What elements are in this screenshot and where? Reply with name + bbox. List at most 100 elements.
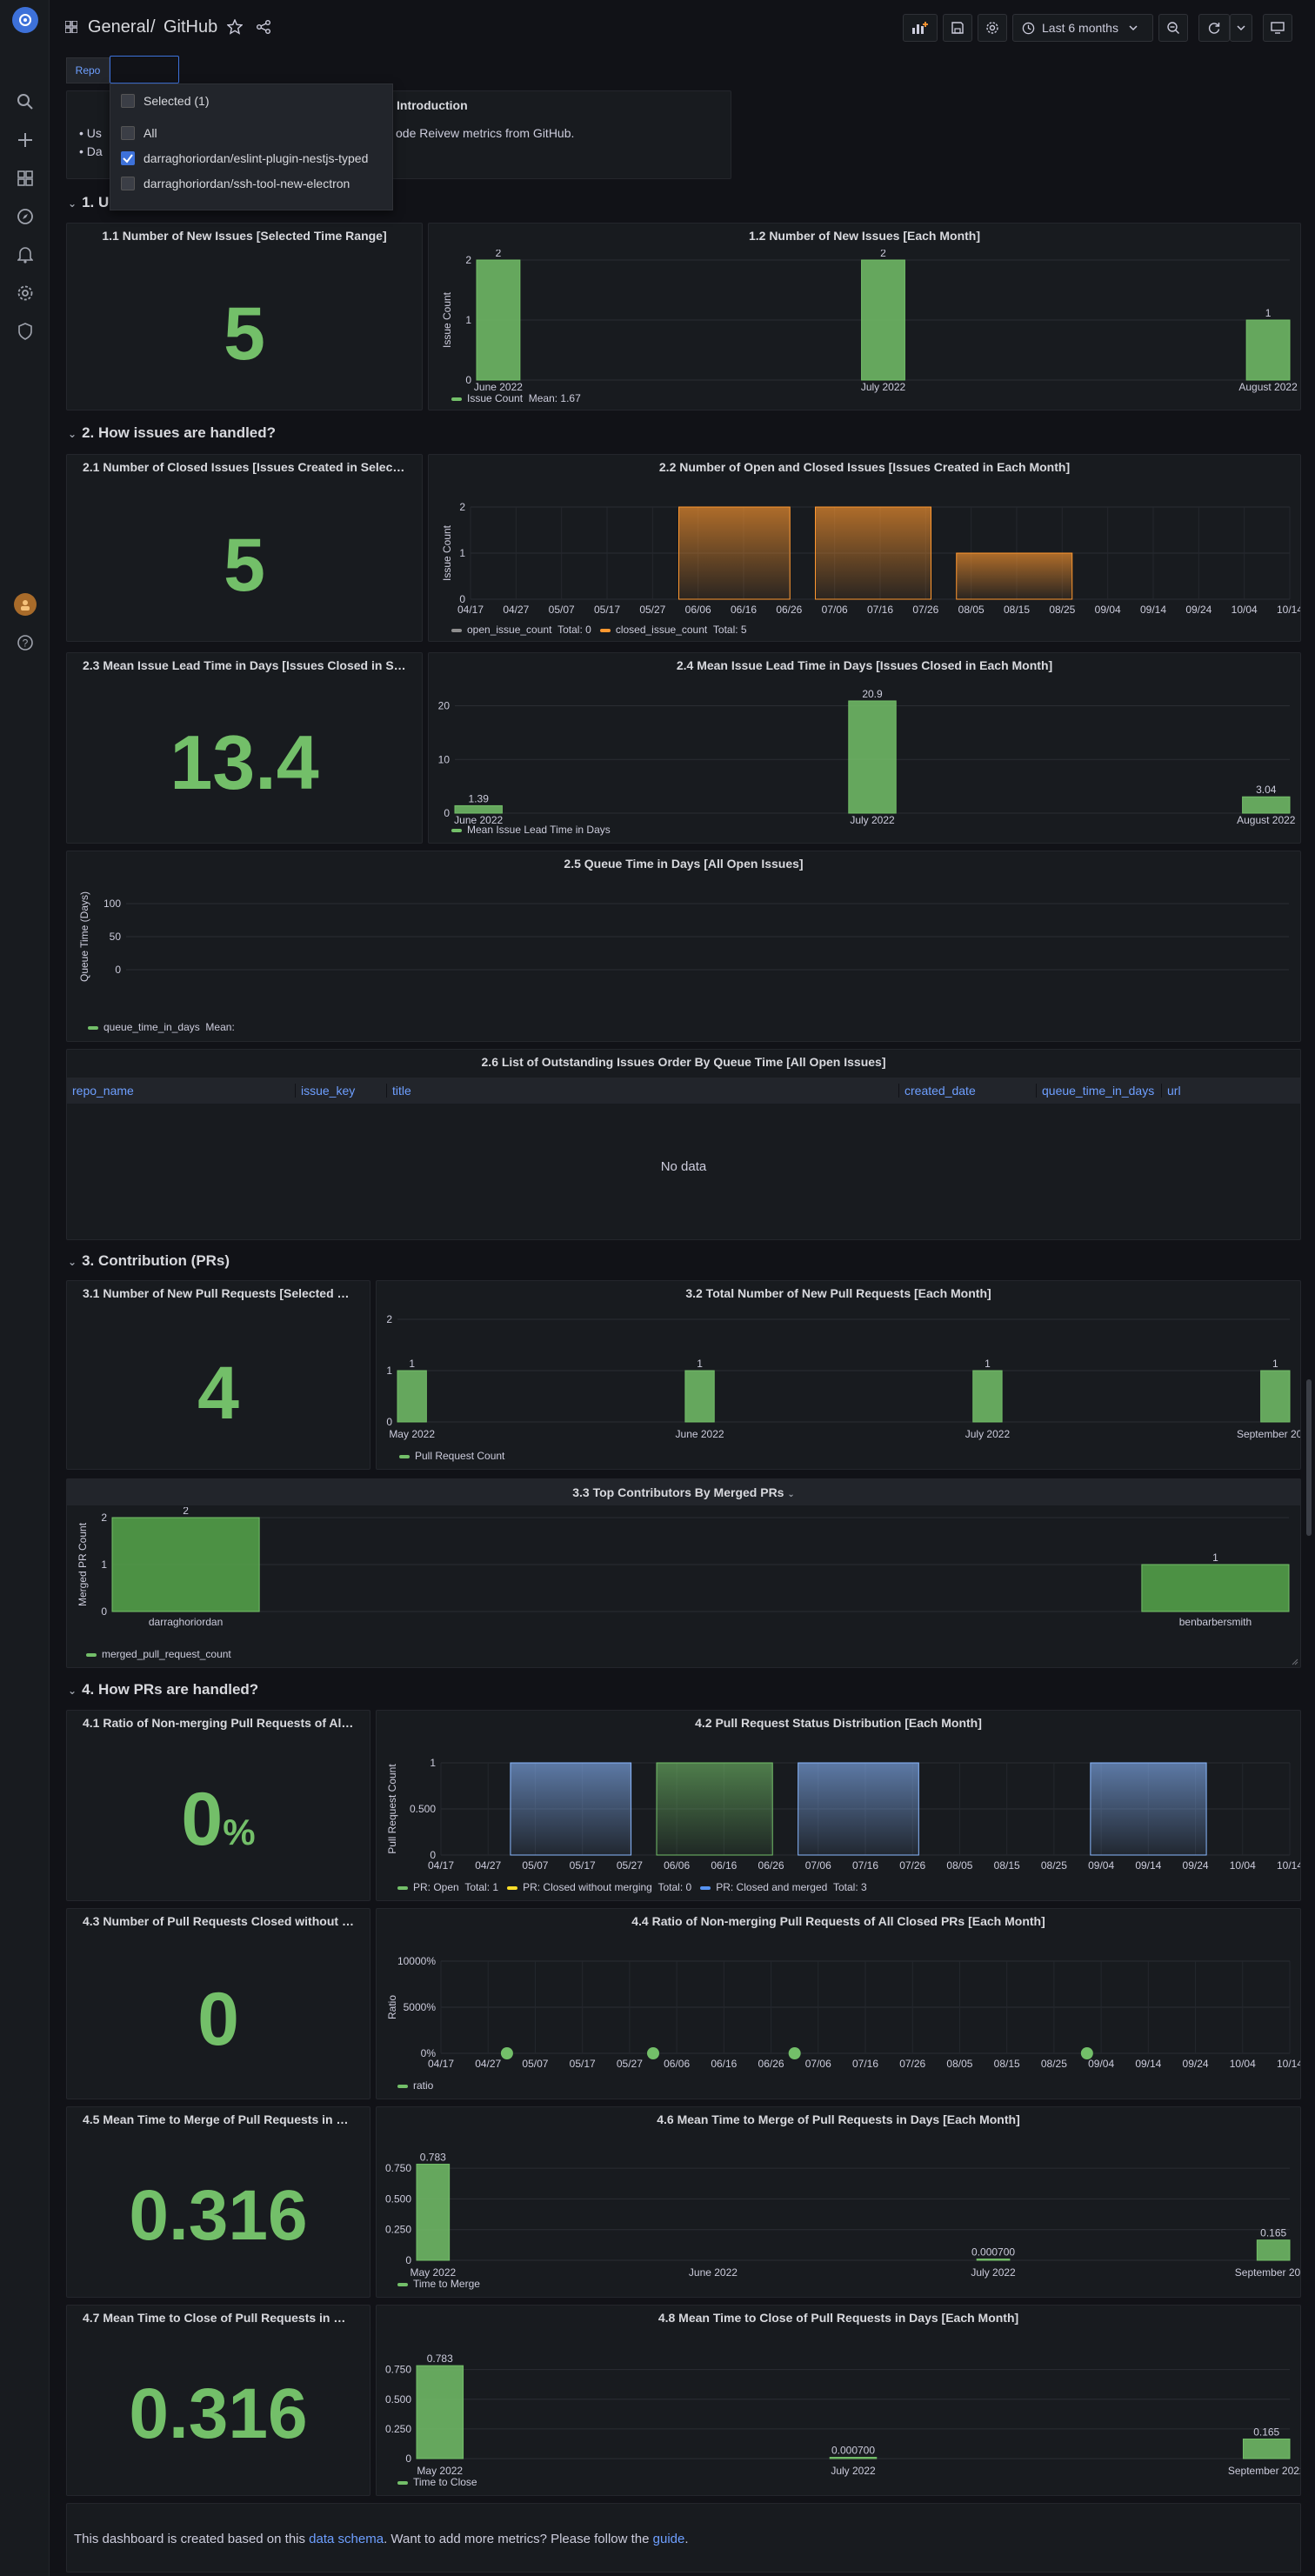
refresh-button[interactable]: [1198, 14, 1230, 42]
column-header[interactable]: title: [386, 1084, 411, 1098]
scrollbar[interactable]: [1306, 1379, 1312, 1536]
y-tick-label: 0: [405, 2254, 411, 2266]
chart-panel-4-2[interactable]: 4.2 Pull Request Status Distribution [Ea…: [376, 1710, 1301, 1901]
dashboards-icon[interactable]: [14, 167, 37, 190]
bar-value-label: 1: [409, 1358, 415, 1370]
star-icon[interactable]: [226, 18, 244, 39]
dropdown-option-all[interactable]: All: [110, 120, 392, 145]
row-header-3[interactable]: ⌄ 3. Contribution (PRs): [68, 1252, 230, 1269]
help-icon[interactable]: ?: [14, 631, 37, 654]
tv-mode-button[interactable]: [1263, 14, 1292, 42]
zoom-out-button[interactable]: [1158, 14, 1188, 42]
save-button[interactable]: [943, 14, 972, 42]
legend-item[interactable]: ratio: [397, 2079, 433, 2092]
page-title[interactable]: GitHub: [164, 17, 218, 37]
dropdown-selected-count[interactable]: Selected (1): [110, 88, 392, 113]
chart-panel-4-8[interactable]: 4.8 Mean Time to Close of Pull Requests …: [376, 2305, 1301, 2496]
intro-line2-start: • Da: [79, 144, 103, 158]
legend-item[interactable]: Pull Request Count: [399, 1450, 504, 1462]
chart-panel-3-3[interactable]: 3.3 Top Contributors By Merged PRs ⌄ 0 1 2…: [66, 1478, 1301, 1668]
resize-handle-icon[interactable]: [1290, 1657, 1298, 1665]
bar-value-label: 2: [496, 250, 502, 259]
chart-4-4: 0% 5000% 10000% Ratio 04/17 04/27 05/07 05/17 05…: [386, 1955, 1300, 2070]
chart-panel-3-2[interactable]: 3.2 Total Number of New Pull Requests [E…: [376, 1280, 1301, 1470]
x-tick-label: 09/14: [1135, 1859, 1161, 1872]
stat-panel-4-3[interactable]: 4.3 Number of Pull Requests Closed witho…: [66, 1908, 370, 2099]
stat-value: 5: [224, 524, 265, 607]
x-tick-label: July 2022: [850, 814, 895, 826]
bell-icon[interactable]: [14, 244, 37, 266]
explore-icon[interactable]: [14, 205, 37, 228]
dropdown-option-ssh-tool-new-electron[interactable]: darraghoriordan/ssh-tool-new-electron: [110, 170, 392, 196]
data-point: [500, 2047, 513, 2059]
refresh-interval-dropdown[interactable]: [1230, 14, 1252, 42]
legend-item[interactable]: Time to Merge: [397, 2278, 480, 2290]
x-tick-label: 08/15: [994, 1859, 1020, 1872]
legend-items[interactable]: PR: Open Total: 1 PR: Closed without mer…: [397, 1881, 867, 1893]
bar-value-label: 1: [1265, 307, 1272, 319]
bar: [861, 259, 905, 381]
dashboards-grid-icon[interactable]: [64, 20, 78, 34]
column-header[interactable]: queue_time_in_days: [1036, 1084, 1154, 1098]
share-icon[interactable]: [256, 19, 271, 39]
table-panel-2-6[interactable]: 2.6 List of Outstanding Issues Order By …: [66, 1049, 1301, 1240]
stat-panel-4-1[interactable]: 4.1 Ratio of Non-merging Pull Requests o…: [66, 1710, 370, 1901]
stat-panel-2-3[interactable]: 2.3 Mean Issue Lead Time in Days [Issues…: [66, 652, 423, 844]
panel-title: 3.2 Total Number of New Pull Requests [E…: [685, 1286, 991, 1300]
y-tick-label: 0%: [421, 2047, 437, 2059]
row-header-4[interactable]: ⌄ 4. How PRs are handled?: [68, 1681, 259, 1698]
data-schema-link[interactable]: data schema: [309, 2532, 384, 2546]
settings-button[interactable]: [978, 14, 1007, 42]
search-icon[interactable]: [14, 90, 37, 113]
bar: [416, 2163, 451, 2261]
stat-panel-2-1[interactable]: 2.1 Number of Closed Issues [Issues Crea…: [66, 454, 423, 642]
grafana-logo-icon[interactable]: [12, 7, 38, 33]
column-header[interactable]: url: [1161, 1084, 1181, 1098]
stat-panel-4-7[interactable]: 4.7 Mean Time to Close of Pull Requests …: [66, 2305, 370, 2496]
column-header[interactable]: issue_key: [295, 1084, 355, 1098]
legend-items[interactable]: open_issue_count Total: 0 closed_issue_c…: [451, 624, 747, 636]
x-tick-label: August 2022: [1237, 814, 1296, 826]
plus-icon[interactable]: [14, 129, 37, 151]
stat-panel-4-5[interactable]: 4.5 Mean Time to Merge of Pull Requests …: [66, 2106, 370, 2298]
legend-item[interactable]: Mean Issue Lead Time in Days: [451, 824, 611, 836]
shield-icon[interactable]: [14, 320, 37, 343]
time-picker-button[interactable]: Last 6 months: [1012, 14, 1153, 42]
stat-panel-3-1[interactable]: 3.1 Number of New Pull Requests [Selecte…: [66, 1280, 370, 1470]
chart-panel-2-2[interactable]: 2.2 Number of Open and Closed Issues [Is…: [428, 454, 1301, 642]
y-tick-label: 10000%: [397, 1955, 436, 1967]
legend-item[interactable]: Issue Count Mean: 1.67: [451, 392, 581, 404]
bar-value-label: 0.000700: [831, 2445, 875, 2457]
x-tick-label: 06/26: [758, 1859, 784, 1872]
chart-panel-4-4[interactable]: 4.4 Ratio of Non-merging Pull Requests o…: [376, 1908, 1301, 2099]
bar-pr-status: [510, 1762, 632, 1856]
column-header[interactable]: created_date: [898, 1084, 976, 1098]
legend-item[interactable]: Time to Close: [397, 2476, 477, 2488]
breadcrumb-folder[interactable]: General: [88, 17, 150, 37]
column-header[interactable]: repo_name: [72, 1084, 134, 1098]
chart-panel-2-5[interactable]: 2.5 Queue Time in Days [All Open Issues]…: [66, 851, 1301, 1042]
x-tick-label: June 2022: [689, 2266, 738, 2279]
bar: [111, 1517, 260, 1612]
row-header-1[interactable]: ⌄ 1. Us: [68, 194, 117, 210]
dropdown-option-eslint-plugin-nestjs-typed[interactable]: darraghoriordan/eslint-plugin-nestjs-typ…: [110, 145, 392, 170]
panel-title: 4.7 Mean Time to Close of Pull Requests …: [83, 2311, 363, 2325]
stat-panel-1-1[interactable]: 1.1 Number of New Issues [Selected Time …: [66, 223, 423, 410]
chart-panel-2-4[interactable]: 2.4 Mean Issue Lead Time in Days [Issues…: [428, 652, 1301, 844]
chart-panel-1-2[interactable]: 1.2 Number of New Issues [Each Month] 0 1…: [428, 223, 1301, 410]
row-header-2[interactable]: ⌄ 2. How issues are handled?: [68, 424, 277, 441]
chart-panel-4-6[interactable]: 4.6 Mean Time to Merge of Pull Requests …: [376, 2106, 1301, 2298]
add-panel-button[interactable]: [903, 14, 938, 42]
repo-variable-input[interactable]: [110, 56, 179, 83]
guide-link[interactable]: guide: [652, 2532, 685, 2546]
stat-value: 13.4: [170, 719, 319, 805]
avatar[interactable]: [14, 593, 37, 616]
intro-line1-end: ode Reivew metrics from GitHub.: [396, 126, 575, 140]
chart-4-8: 0 0.250 0.500 0.750 May 2022 0.783 July 2022 0.…: [385, 2352, 1300, 2477]
legend-item[interactable]: queue_time_in_days Mean:: [88, 1021, 235, 1033]
x-tick-label: 04/27: [503, 604, 529, 616]
gear-icon[interactable]: [14, 282, 37, 304]
bar-value-label: 0.165: [1253, 2426, 1279, 2438]
legend-item[interactable]: merged_pull_request_count: [86, 1648, 231, 1660]
x-tick-label: August 2022: [1238, 381, 1298, 393]
